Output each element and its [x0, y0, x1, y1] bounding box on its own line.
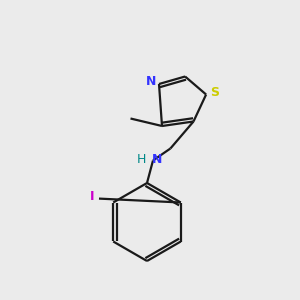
Text: H: H	[137, 153, 146, 167]
Text: S: S	[210, 86, 219, 100]
Text: I: I	[90, 190, 95, 203]
Text: N: N	[152, 153, 162, 167]
Text: N: N	[146, 75, 156, 88]
